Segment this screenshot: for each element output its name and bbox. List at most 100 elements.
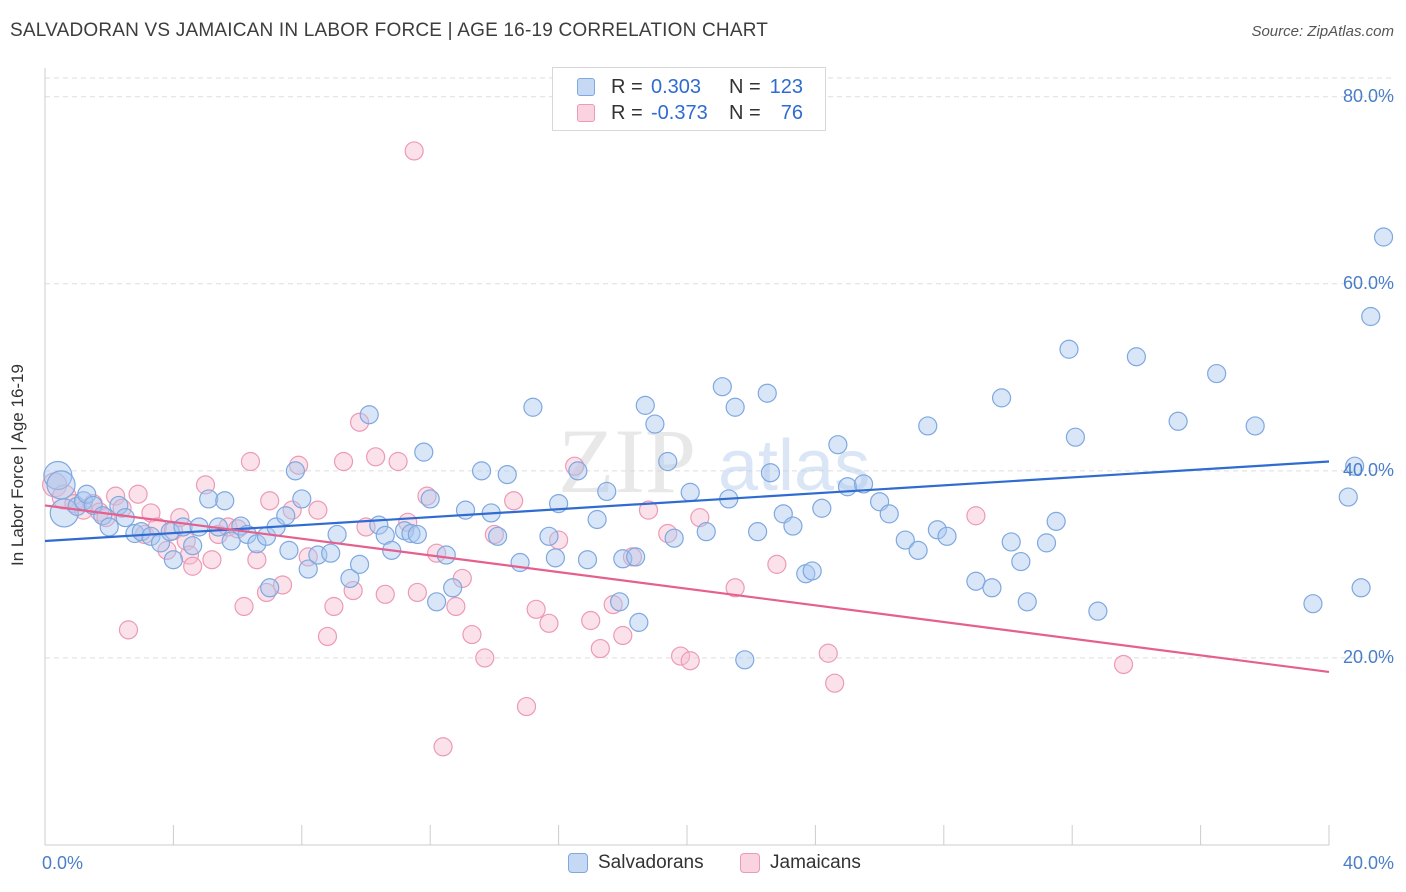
y-axis-label: In Labor Force | Age 16-19 [8,364,27,566]
salvadoran-point [427,592,447,612]
jamaican-point [1113,654,1134,675]
jamaican-point [240,451,261,472]
salvadoran-point [1011,551,1031,572]
jamaican-point [118,620,139,640]
legend-r-label: R = [611,75,643,98]
jamaican-point [504,491,524,511]
jamaican-point [670,646,691,666]
jamaican-point [417,486,437,506]
jamaican-point [725,578,745,598]
jamaican-point [234,596,254,617]
salvadoran-point [497,464,517,485]
legend-swatch-salvadorans [577,78,595,96]
jamaican-point [767,554,787,574]
jamaican-trend-line [44,504,1330,674]
salvadoran-point [568,461,588,481]
salvadoran-point [918,416,938,436]
jamaican-point [317,626,338,647]
salvadoran-point [523,397,543,417]
jamaican-point [407,582,427,603]
salvadoran-point [597,481,617,502]
jamaican-point [581,610,601,631]
salvadoran-point [327,524,347,545]
bottom-legend-salvadorans: Salvadorans [568,852,704,874]
x-tick-label-max: 40.0% [1342,853,1394,873]
salvadoran-point [991,388,1012,408]
salvadoran-point [407,524,427,545]
salvadoran-point [783,516,803,536]
salvadoran-point [46,470,76,500]
jamaican-point [590,638,610,659]
salvadoran-point [1373,227,1394,247]
jamaican-point [462,624,482,645]
salvadoran-point [1126,347,1147,367]
salvadoran-point [937,526,957,546]
jamaican-point [388,451,408,472]
salvadoran-point [221,531,241,551]
jamaican-point [690,508,710,528]
jamaican-point [288,455,309,475]
salvadoran-point [908,540,928,560]
bottom-legend-swatch-jamaicans [740,853,760,873]
bottom-legend-label-jamaicans: Jamaicans [770,852,861,873]
jamaican-point [375,584,395,604]
bottom-legend-label-salvadorans: Salvadorans [598,852,704,873]
jamaican-point [526,599,546,619]
jamaican-point [260,491,280,511]
salvadoran-point [664,528,684,548]
jamaican-point [349,412,370,432]
x-tick-label-min: 0.0% [42,853,84,873]
jamaican-point [128,484,148,504]
jamaican-point [247,550,267,570]
chart-title: SALVADORAN VS JAMAICAN IN LABOR FORCE | … [10,20,769,41]
jamaican-point [183,556,203,576]
salvadoran-points [43,227,1394,670]
legend-row-salvadorans: R = 0.303 N = 123 [577,75,803,99]
salvadoran-point [276,506,296,526]
salvadoran-point [1338,487,1358,507]
salvadoran-point [1245,416,1265,436]
correlation-legend: R = 0.303 N = 123 R = -0.373 N = 76 [552,67,826,131]
salvadoran-point [359,405,379,425]
jamaican-point [333,451,354,472]
jamaican-point [539,613,559,633]
salvadoran-point [696,522,716,542]
salvadoran-point [401,523,421,544]
salvadoran-point [1059,339,1079,359]
jamaican-point [157,540,177,560]
legend-r-value-salvadorans: 0.303 [651,75,702,98]
salvadoran-point [1017,592,1037,612]
salvadoran-point [966,571,986,591]
jamaican-point [966,506,986,526]
jamaican-point [613,625,633,646]
salvadoran-point [828,435,848,455]
salvadoran-point [895,530,915,550]
jamaican-point [343,580,363,601]
salvadoran-point [760,463,781,483]
watermark-zip: ZIP [558,410,696,512]
salvadoran-trend-line [44,460,1330,543]
salvadoran-point [77,484,97,504]
salvadoran-point [436,545,456,565]
y-tick-label: 20.0% [1342,646,1394,667]
jamaican-point [680,651,700,671]
salvadoran-point [577,550,598,570]
legend-r-value-jamaicans: -0.373 [651,101,708,124]
salvadoran-point [1036,533,1057,553]
legend-row-jamaicans: R = -0.373 N = 76 [577,101,803,125]
jamaican-point [404,141,424,161]
jamaican-point [475,648,495,668]
salvadoran-point [735,650,755,670]
jamaican-point [195,475,216,495]
salvadoran-point [247,534,267,554]
legend-swatch-jamaicans [577,104,595,122]
jamaican-point [366,447,386,467]
salvadoran-point [658,451,678,472]
salvadoran-point [802,561,822,581]
jamaican-point [818,643,838,663]
salvadoran-point [285,461,305,481]
salvadoran-point [1065,427,1086,447]
legend-r-label: R = [611,101,643,124]
salvadoran-point [260,578,280,598]
jamaican-point [484,524,504,545]
